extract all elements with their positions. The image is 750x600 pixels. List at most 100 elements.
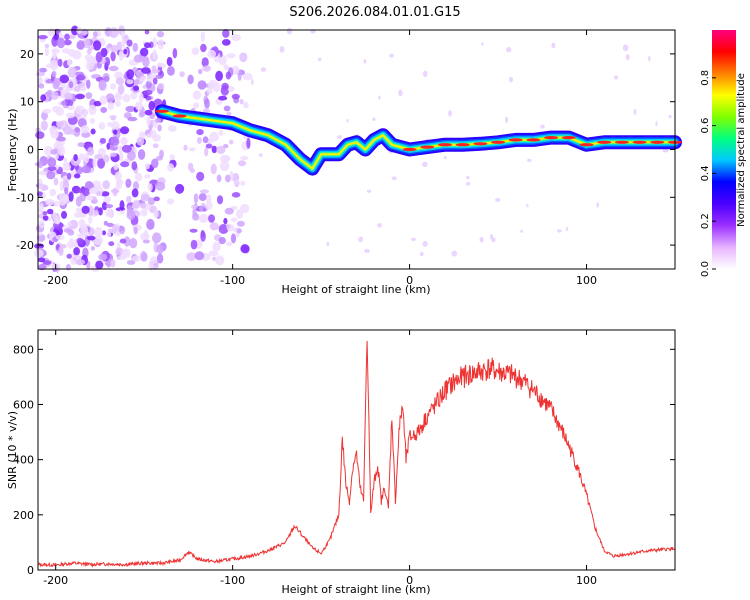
spectrogram-noise-blob <box>53 177 59 186</box>
spectrogram-noise-blob <box>126 260 136 265</box>
snr-x-tick-label: -100 <box>220 574 245 587</box>
spectrogram-noise-blob <box>102 230 106 236</box>
spectrogram-noise-blob <box>366 189 372 193</box>
snr-x-tick-label: 0 <box>406 574 413 587</box>
spectrogram-noise-blob <box>168 125 177 132</box>
spectrogram-noise-blob <box>206 87 213 95</box>
spectrogram-noise-blob <box>78 153 85 161</box>
spectrogram-noise-blob <box>231 192 241 198</box>
spectrogram-noise-blob <box>47 166 57 172</box>
spectrogram-noise-blob <box>198 213 209 224</box>
spectrogram-noise-blob <box>132 200 141 209</box>
spectrogram-noise-blob <box>481 42 484 46</box>
spectrogram-noise-blob <box>200 189 209 194</box>
spectrogram-noise-blob <box>38 83 45 89</box>
spectrogram-noise-blob <box>140 202 147 209</box>
spectrogram-noise-blob <box>98 79 107 91</box>
spectrogram-noise-blob <box>112 187 118 197</box>
spectrogram-noise-blob <box>622 44 629 52</box>
spectrogram-noise-blob <box>152 49 157 60</box>
spectrogram-noise-blob <box>372 117 376 121</box>
spectrogram-noise-blob <box>127 150 136 161</box>
spectrogram-x-label: Height of straight line (km) <box>281 283 430 296</box>
spectrogram-noise-blob <box>231 93 240 100</box>
spectrogram-noise-blob <box>67 229 75 236</box>
spectrogram-noise-blob <box>156 253 164 264</box>
spectrogram-noise-blob <box>201 57 209 68</box>
spectrogram-noise-blob <box>109 27 119 39</box>
spectrogram-noise-blob <box>200 31 205 42</box>
snr-plot-area <box>38 330 675 570</box>
spectrogram-ridge-peak <box>438 143 452 147</box>
spectrogram-y-tick-label: 20 <box>20 48 34 61</box>
spectrogram-noise-blob <box>210 163 217 175</box>
spectrogram-noise-blob <box>143 89 153 96</box>
spectrogram-noise-blob <box>38 170 49 176</box>
spectrogram-noise-blob <box>152 143 159 149</box>
spectrogram-noise-blob <box>88 215 93 224</box>
spectrogram-noise-blob <box>67 221 72 227</box>
spectrogram-noise-blob <box>151 65 157 71</box>
spectrogram-noise-blob <box>377 223 382 228</box>
spectrogram-noise-blob <box>95 260 104 270</box>
spectrogram-noise-blob <box>92 196 97 201</box>
spectrogram-noise-blob <box>89 187 98 195</box>
spectrogram-noise-blob <box>107 101 114 110</box>
spectrogram-noise-blob <box>337 135 342 139</box>
spectrogram-noise-blob <box>98 122 106 130</box>
spectrogram-noise-blob <box>155 74 163 79</box>
spectrogram-noise-blob <box>216 145 226 155</box>
spectrogram-noise-blob <box>44 43 50 49</box>
spectrogram-noise-blob <box>144 109 153 116</box>
spectrogram-noise-blob <box>133 181 139 191</box>
spectrogram-noise-blob <box>167 163 175 172</box>
spectrogram-noise-blob <box>189 228 198 233</box>
spectrogram-noise-blob <box>196 171 205 182</box>
spectrogram-noise-blob <box>92 31 98 38</box>
spectrogram-noise-blob <box>346 118 349 123</box>
spectrogram-noise-blob <box>183 144 188 151</box>
spectrogram-noise-blob <box>120 161 130 168</box>
spectrogram-noise-blob <box>211 145 217 154</box>
spectrogram-noise-blob <box>46 171 56 180</box>
spectrogram-noise-blob <box>37 178 43 190</box>
spectrogram-noise-blob <box>110 115 116 121</box>
spectrogram-noise-blob <box>42 108 52 114</box>
spectrogram-noise-blob <box>131 188 139 198</box>
spectrogram-ridge-yellow <box>160 110 676 170</box>
spectrogram-noise-blob <box>391 176 397 181</box>
spectrogram-noise-blob <box>126 195 132 204</box>
spectrogram-noise-blob <box>53 200 59 207</box>
spectrogram-x-tick-label: -200 <box>43 274 68 287</box>
spectrogram-noise-blob <box>110 51 116 62</box>
spectrogram-ridge-peak <box>526 138 541 142</box>
spectrogram-noise-blob <box>202 136 209 144</box>
spectrogram-noise-blob <box>258 153 263 157</box>
spectrogram-noise-blob <box>45 63 56 68</box>
spectrogram-noise-blob <box>56 136 66 142</box>
spectrogram-noise-blob <box>49 188 57 197</box>
spectrogram-noise-blob <box>204 147 209 157</box>
spectrogram-noise-blob <box>188 147 196 152</box>
spectrogram-noise-blob <box>123 48 128 55</box>
spectrogram-noise-blob <box>147 74 154 83</box>
spectrogram-noise-blob <box>114 171 122 182</box>
spectrogram-noise-blob <box>410 237 417 241</box>
spectrogram-noise-blob <box>140 232 150 241</box>
snr-x-ticks: -200 -100 0 100 <box>43 330 597 587</box>
spectrogram-noise-blob <box>131 161 138 171</box>
spectrogram-noise-blob <box>113 129 118 135</box>
spectrogram-noise-blob <box>215 70 224 82</box>
spectrogram-noise-blob <box>138 92 144 103</box>
spectrogram-noise-blob <box>62 163 72 171</box>
spectrogram-noise-blob <box>144 174 151 179</box>
spectrogram-noise-blob <box>540 124 545 129</box>
spectrogram-noise-blob <box>75 259 86 266</box>
spectrogram-noise-blob <box>40 120 48 131</box>
spectrogram-noise-blob <box>37 257 46 263</box>
spectrogram-noise-blob <box>66 172 72 180</box>
spectrogram-noise-blob <box>82 109 88 119</box>
spectrogram-noise-blob <box>109 258 116 268</box>
spectrogram-noise-blob <box>233 179 241 186</box>
spectrogram-noise-blob <box>150 256 158 264</box>
